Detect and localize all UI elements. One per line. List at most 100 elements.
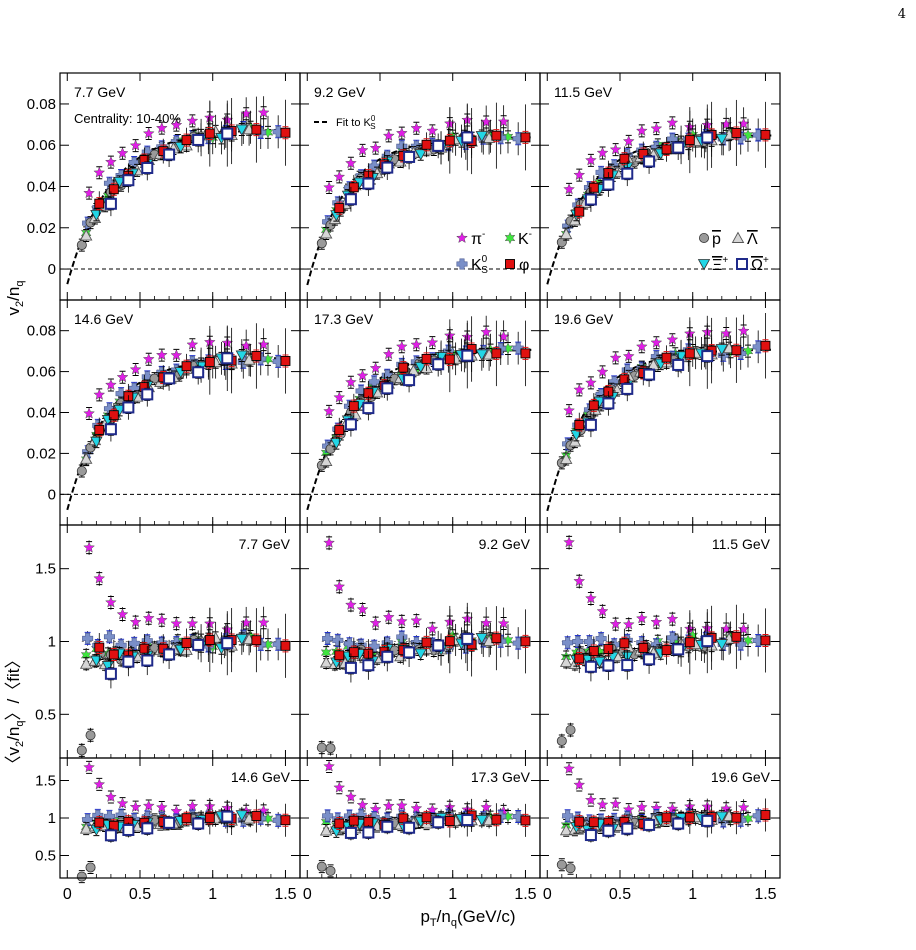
y-tick-label: 0.04	[27, 179, 56, 196]
marker-xi	[235, 350, 248, 362]
marker-ks	[368, 640, 380, 652]
y-tick-label: 1.5	[35, 561, 56, 578]
marker-p	[556, 735, 567, 746]
systematic-cap	[78, 743, 85, 757]
x-tick-label: 0	[303, 886, 312, 903]
marker-om	[221, 637, 234, 650]
marker-om	[621, 167, 634, 180]
marker-ks	[752, 341, 764, 353]
marker-p	[85, 730, 96, 741]
systematic-cap	[733, 126, 740, 140]
marker-pi	[497, 617, 510, 629]
marker-pi	[83, 407, 96, 419]
systematic-cap	[522, 346, 529, 360]
marker-pi	[666, 333, 679, 345]
marker-xi	[715, 344, 728, 356]
panel-0-0: 7.7 GeV	[59, 72, 301, 301]
marker-p	[565, 724, 576, 735]
systematic-cap	[446, 352, 453, 366]
marker-pi	[344, 598, 357, 611]
marker-pi	[356, 144, 369, 156]
marker-pi	[170, 348, 183, 361]
marker-pi	[155, 801, 168, 813]
marker-pi	[650, 336, 663, 348]
marker-om	[602, 659, 615, 672]
marker-om	[381, 820, 394, 833]
marker-om	[362, 826, 375, 839]
marker-pi	[186, 338, 199, 350]
systematic-cap	[522, 130, 529, 144]
marker-pi	[83, 186, 96, 199]
marker-pi	[129, 139, 142, 151]
marker-lam	[79, 822, 93, 834]
marker-phi	[280, 815, 291, 826]
marker-om	[403, 374, 416, 387]
systematic-cap	[762, 128, 769, 142]
systematic-cap	[206, 633, 213, 647]
systematic-cap	[87, 860, 94, 874]
marker-phi	[760, 635, 771, 646]
systematic-cap	[336, 201, 343, 215]
legend-k-label: K-	[518, 229, 532, 248]
marker-om	[701, 350, 714, 363]
marker-lam	[319, 454, 333, 466]
y-tick-label: 0.02	[27, 445, 56, 462]
marker-om	[192, 638, 205, 651]
marker-p	[316, 742, 327, 753]
marker-pi	[93, 778, 106, 790]
systematic-cap	[253, 633, 260, 647]
systematic-cap	[84, 631, 91, 645]
systematic-cap	[253, 809, 260, 823]
marker-phi	[94, 198, 105, 209]
systematic-cap	[423, 352, 430, 366]
marker-pi	[323, 536, 336, 548]
energy-label: 19.6 GeV	[711, 769, 771, 785]
y-tick-label: 0.08	[27, 96, 56, 113]
systematic-cap	[621, 636, 628, 650]
systematic-cap	[733, 630, 740, 644]
systematic-cap	[567, 438, 574, 452]
marker-om	[643, 368, 656, 381]
marker-phi	[251, 635, 262, 646]
marker-om	[672, 643, 685, 656]
marker-pi	[720, 327, 733, 339]
energy-label: 9.2 GeV	[479, 536, 531, 552]
marker-phi	[574, 206, 585, 217]
marker-phi	[94, 424, 105, 435]
systematic-cap	[762, 339, 769, 353]
marker-pi	[584, 154, 597, 166]
marker-om	[602, 824, 615, 837]
marker-lam	[559, 655, 573, 667]
marker-om	[104, 197, 117, 210]
marker-om	[141, 388, 154, 401]
energy-label: 9.2 GeV	[314, 84, 366, 100]
systematic-cap	[590, 644, 597, 658]
marker-phi	[444, 636, 455, 647]
systematic-cap	[493, 346, 500, 360]
marker-ks	[735, 638, 747, 650]
panel-2-1: 9.2 GeV	[299, 524, 541, 759]
marker-pi	[116, 608, 129, 620]
marker-om	[163, 148, 176, 161]
marker-lam	[559, 452, 573, 464]
systematic-cap	[282, 639, 289, 653]
marker-om	[344, 661, 357, 674]
marker-p	[76, 745, 87, 756]
marker-phi	[731, 345, 742, 356]
marker-om	[104, 829, 117, 842]
marker-xi	[475, 131, 488, 143]
x-tick-label: 1	[448, 886, 457, 903]
legend-pi-label: π-	[471, 229, 485, 248]
systematic-cap	[336, 648, 343, 662]
marker-pi	[356, 603, 369, 615]
marker-phi	[108, 649, 119, 660]
marker-om	[381, 650, 394, 663]
y-tick-label: 0.08	[27, 323, 56, 340]
marker-om	[221, 127, 234, 140]
marker-p	[316, 238, 327, 249]
marker-pi	[609, 351, 622, 363]
x-axis-title: pT/nq(GeV/c)	[420, 907, 515, 929]
marker-ks	[82, 632, 94, 644]
marker-ks	[322, 810, 334, 822]
marker-pi	[116, 147, 129, 159]
